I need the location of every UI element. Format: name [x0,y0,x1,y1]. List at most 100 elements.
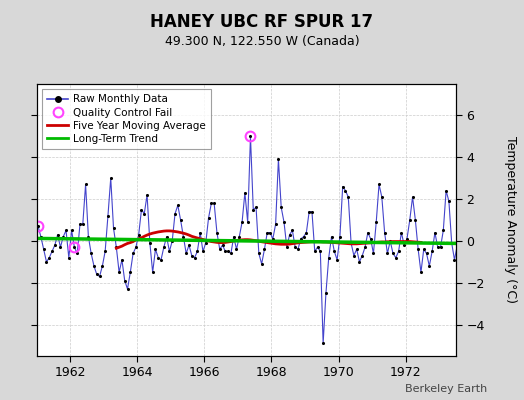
Point [439,227,447,234]
Point [215,246,224,252]
Point [48,248,56,254]
Point [386,238,395,244]
Point [378,194,386,200]
Point [227,250,235,257]
Point [447,240,456,246]
Point [98,263,106,269]
Legend: Raw Monthly Data, Quality Control Fail, Five Year Moving Average, Long-Term Tren: Raw Monthly Data, Quality Control Fail, … [42,89,211,149]
Point [294,246,302,252]
Point [498,248,506,254]
Point [73,250,81,257]
Point [408,194,417,200]
Point [219,242,227,248]
Point [333,256,341,263]
Point [297,236,305,242]
Point [110,225,118,232]
Point [282,244,291,250]
Point [422,250,431,257]
Point [311,248,319,254]
Point [495,280,504,286]
Point [322,290,330,296]
Point [414,246,422,252]
Text: HANEY UBC RF SPUR 17: HANEY UBC RF SPUR 17 [150,13,374,31]
Point [87,250,95,257]
Point [45,254,53,261]
Point [56,244,64,250]
Point [121,278,129,284]
Point [305,208,313,215]
Point [143,192,151,198]
Point [504,238,512,244]
Text: 49.300 N, 122.550 W (Canada): 49.300 N, 122.550 W (Canada) [165,36,359,48]
Point [51,242,59,248]
Point [115,269,123,276]
Point [79,221,87,227]
Point [179,234,188,240]
Point [391,254,400,261]
Point [523,229,524,236]
Point [425,263,433,269]
Point [207,200,215,206]
Point [464,236,473,242]
Point [202,240,210,246]
Point [204,215,213,221]
Point [269,236,277,242]
Point [509,192,517,198]
Point [190,254,199,261]
Point [118,256,126,263]
Point [403,236,411,242]
Point [347,240,355,246]
Point [81,181,90,188]
Point [238,219,246,225]
Point [366,236,375,242]
Point [70,244,79,250]
Point [364,229,372,236]
Point [104,213,112,219]
Point [182,250,190,257]
Point [355,259,364,265]
Point [288,227,297,234]
Point [266,229,274,236]
Point [160,244,168,250]
Point [59,234,68,240]
Point [199,248,207,254]
Point [330,248,339,254]
Point [196,229,204,236]
Point [42,259,51,265]
Point [369,250,378,257]
Point [246,133,255,140]
Point [417,269,425,276]
Point [395,248,403,254]
Point [473,221,481,227]
Point [68,227,76,234]
Point [37,234,45,240]
Point [274,156,282,162]
Point [271,221,280,227]
Point [445,198,453,204]
Point [353,246,361,252]
Point [431,229,439,236]
Point [328,234,336,240]
Text: Berkeley Earth: Berkeley Earth [405,384,487,394]
Point [470,246,478,252]
Point [224,248,232,254]
Point [185,242,193,248]
Point [375,181,383,188]
Point [76,221,84,227]
Point [140,210,148,217]
Point [34,223,42,230]
Point [84,234,93,240]
Point [173,202,182,208]
Point [151,246,160,252]
Point [319,340,328,347]
Point [462,248,470,254]
Point [154,254,162,261]
Point [255,250,263,257]
Point [62,227,70,234]
Point [453,242,462,248]
Point [411,217,420,223]
Point [106,175,115,181]
Point [95,273,104,280]
Point [230,234,238,240]
Point [487,286,495,292]
